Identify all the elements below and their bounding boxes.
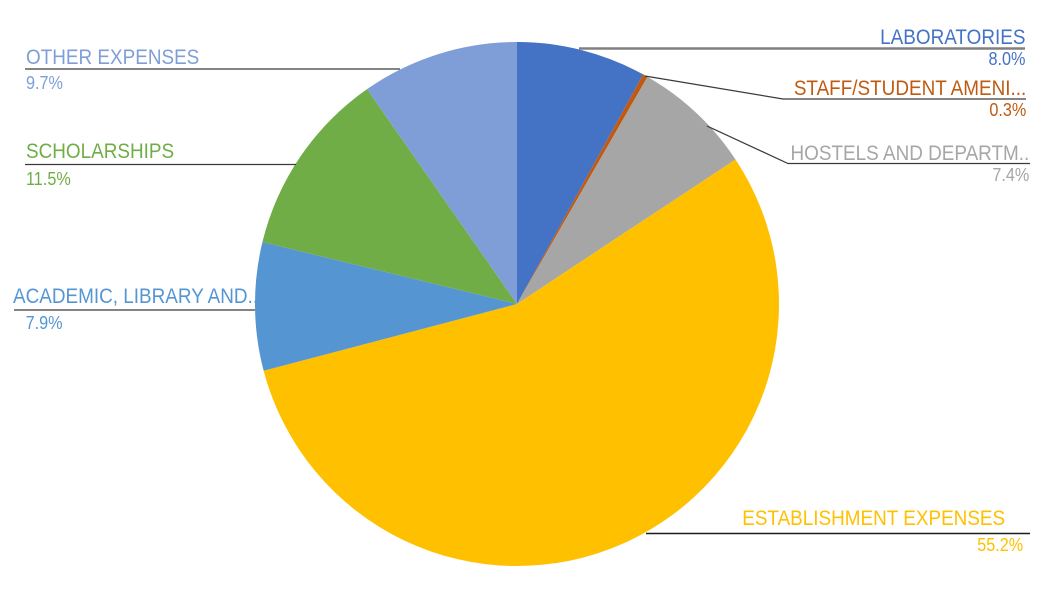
- callout-establishment-expenses: ESTABLISHMENT EXPENSES 55.2%: [742, 507, 1023, 555]
- slice-percentage: 0.3%: [989, 100, 1026, 120]
- slice-label: ACADEMIC, LIBRARY AND...: [13, 285, 264, 308]
- callout-scholarships: SCHOLARSHIPS 11.5%: [26, 140, 175, 189]
- pie-slice-other-expenses: [367, 41, 517, 304]
- pie-slice-laboratories: [517, 42, 644, 304]
- callout-staff-student-amenities: STAFF/STUDENT AMENI... 0.3%: [793, 77, 1026, 120]
- slice-label: SCHOLARSHIPS: [26, 140, 175, 163]
- callout-other-expenses: OTHER EXPENSES 9.7%: [26, 46, 200, 93]
- slice-percentage: 7.9%: [25, 313, 63, 333]
- slice-label: HOSTELS AND DEPARTM..: [790, 142, 1029, 165]
- leader-line-hostels-and-departments: [706, 125, 1030, 165]
- callout-academic-library: ACADEMIC, LIBRARY AND... 7.9%: [13, 285, 264, 333]
- slice-label: OTHER EXPENSES: [26, 46, 200, 69]
- callout-laboratories: LABORATORIES 8.0%: [879, 26, 1025, 69]
- pie-slice-staff-student-amenities: [517, 74, 648, 304]
- slice-percentage: 8.0%: [988, 49, 1025, 69]
- slice-percentage: 9.7%: [26, 73, 63, 93]
- pie-slice-hostels-and-departments: [517, 76, 736, 304]
- slice-label: STAFF/STUDENT AMENI...: [793, 77, 1026, 100]
- pie-slice-scholarships: [262, 89, 517, 304]
- slice-percentage: 11.5%: [26, 169, 71, 189]
- pie-slice-academic-library: [255, 242, 518, 371]
- leader-line-staff-student-amenities: [644, 75, 1026, 100]
- slice-label: ESTABLISHMENT EXPENSES: [742, 507, 1005, 530]
- slice-label: LABORATORIES: [879, 26, 1025, 49]
- slice-percentage: 55.2%: [977, 535, 1023, 555]
- pie-slice-establishment-expenses: [263, 159, 780, 567]
- callout-hostels-and-departments: HOSTELS AND DEPARTM.. 7.4%: [790, 142, 1029, 185]
- slice-percentage: 7.4%: [992, 165, 1029, 185]
